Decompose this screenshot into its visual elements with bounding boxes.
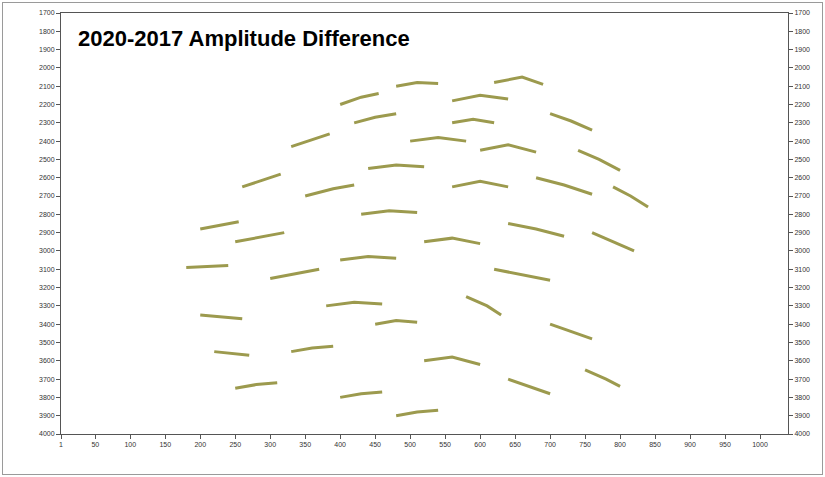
- svg-text:750: 750: [579, 441, 591, 448]
- svg-text:200: 200: [194, 441, 206, 448]
- svg-text:3200: 3200: [794, 284, 810, 291]
- svg-text:4000: 4000: [794, 430, 810, 437]
- svg-text:350: 350: [299, 441, 311, 448]
- svg-text:1: 1: [59, 441, 63, 448]
- svg-text:400: 400: [334, 441, 346, 448]
- svg-text:600: 600: [474, 441, 486, 448]
- svg-text:850: 850: [649, 441, 661, 448]
- svg-text:2300: 2300: [794, 119, 810, 126]
- svg-text:1800: 1800: [794, 28, 810, 35]
- svg-text:2200: 2200: [39, 101, 55, 108]
- svg-text:150: 150: [159, 441, 171, 448]
- svg-text:3600: 3600: [39, 357, 55, 364]
- svg-text:2200: 2200: [794, 101, 810, 108]
- svg-text:2600: 2600: [794, 174, 810, 181]
- svg-text:2100: 2100: [794, 83, 810, 90]
- svg-text:500: 500: [404, 441, 416, 448]
- svg-text:2000: 2000: [794, 64, 810, 71]
- svg-text:2100: 2100: [39, 83, 55, 90]
- svg-text:50: 50: [91, 441, 99, 448]
- svg-text:2600: 2600: [39, 174, 55, 181]
- svg-text:2700: 2700: [794, 192, 810, 199]
- svg-text:2900: 2900: [39, 229, 55, 236]
- svg-text:3800: 3800: [39, 394, 55, 401]
- svg-text:3700: 3700: [794, 376, 810, 383]
- svg-text:650: 650: [509, 441, 521, 448]
- svg-text:1900: 1900: [39, 46, 55, 53]
- svg-text:1900: 1900: [794, 46, 810, 53]
- svg-text:3000: 3000: [794, 247, 810, 254]
- svg-text:2500: 2500: [39, 156, 55, 163]
- svg-text:3300: 3300: [794, 302, 810, 309]
- svg-text:3300: 3300: [39, 302, 55, 309]
- svg-text:3900: 3900: [794, 412, 810, 419]
- svg-text:2020-2017 Amplitude Difference: 2020-2017 Amplitude Difference: [78, 26, 410, 51]
- svg-text:2400: 2400: [39, 138, 55, 145]
- svg-text:2700: 2700: [39, 192, 55, 199]
- svg-text:3500: 3500: [794, 339, 810, 346]
- svg-text:3000: 3000: [39, 247, 55, 254]
- svg-text:3200: 3200: [39, 284, 55, 291]
- svg-text:2800: 2800: [794, 211, 810, 218]
- svg-text:3900: 3900: [39, 412, 55, 419]
- svg-text:950: 950: [719, 441, 731, 448]
- svg-text:700: 700: [544, 441, 556, 448]
- svg-text:3400: 3400: [794, 321, 810, 328]
- svg-text:300: 300: [264, 441, 276, 448]
- svg-text:3500: 3500: [39, 339, 55, 346]
- svg-text:3400: 3400: [39, 321, 55, 328]
- svg-text:2800: 2800: [39, 211, 55, 218]
- svg-text:900: 900: [684, 441, 696, 448]
- svg-text:1700: 1700: [39, 9, 55, 16]
- svg-text:3100: 3100: [39, 266, 55, 273]
- svg-text:3800: 3800: [794, 394, 810, 401]
- svg-text:100: 100: [124, 441, 136, 448]
- svg-text:2000: 2000: [39, 64, 55, 71]
- svg-text:3700: 3700: [39, 376, 55, 383]
- svg-text:4000: 4000: [39, 430, 55, 437]
- svg-text:2400: 2400: [794, 138, 810, 145]
- svg-text:2300: 2300: [39, 119, 55, 126]
- svg-text:550: 550: [439, 441, 451, 448]
- svg-text:2900: 2900: [794, 229, 810, 236]
- svg-text:250: 250: [229, 441, 241, 448]
- svg-text:1800: 1800: [39, 28, 55, 35]
- svg-text:3100: 3100: [794, 266, 810, 273]
- svg-text:1000: 1000: [752, 441, 768, 448]
- svg-text:450: 450: [369, 441, 381, 448]
- svg-text:2500: 2500: [794, 156, 810, 163]
- svg-text:800: 800: [614, 441, 626, 448]
- svg-text:3600: 3600: [794, 357, 810, 364]
- svg-text:1700: 1700: [794, 9, 810, 16]
